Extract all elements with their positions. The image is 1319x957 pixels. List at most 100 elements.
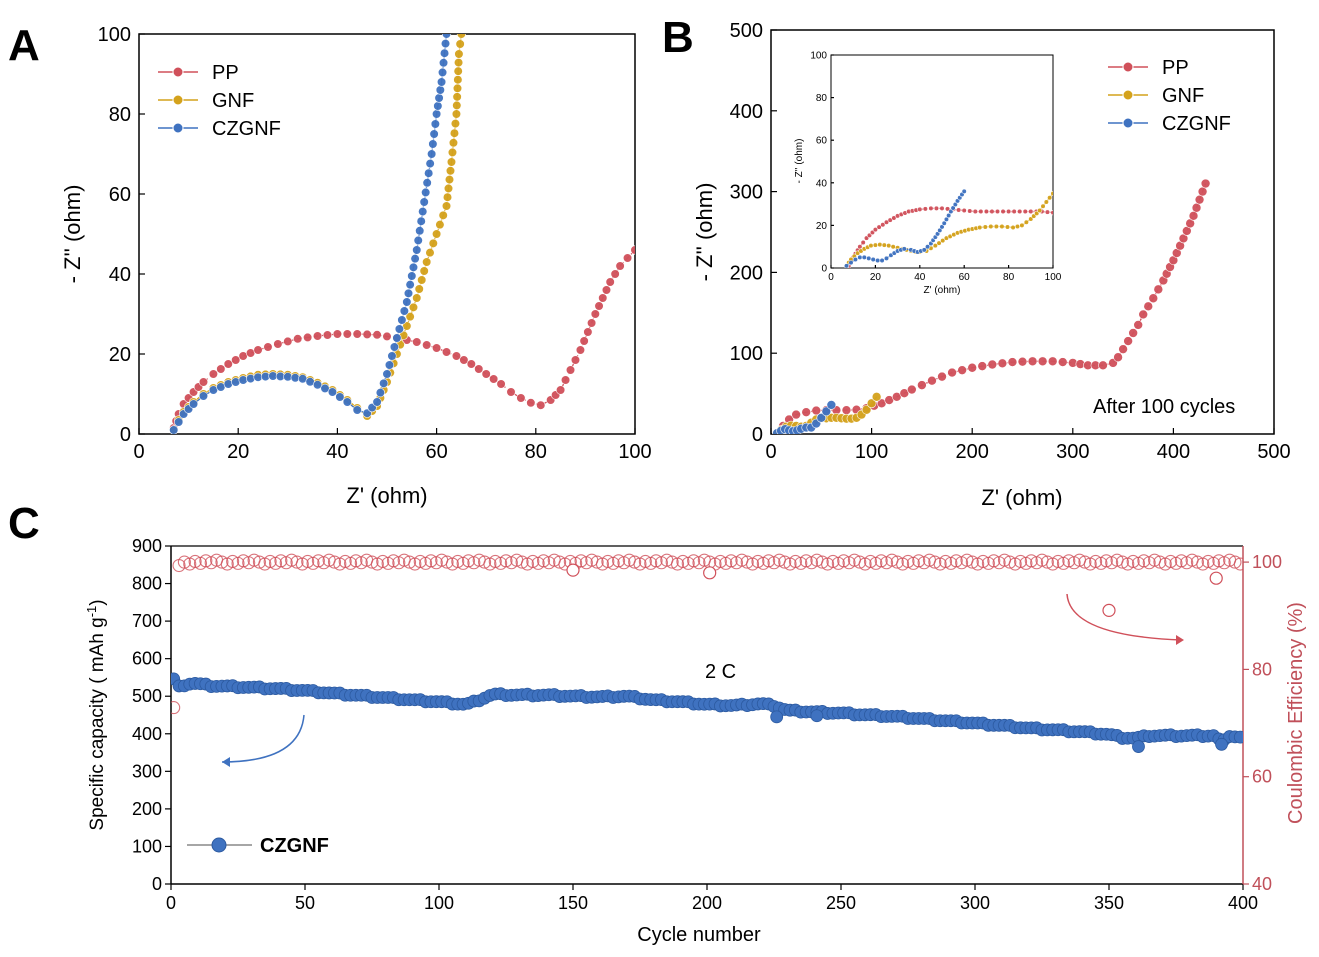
a-gnf-point bbox=[425, 248, 435, 258]
a-pp-point bbox=[283, 336, 293, 347]
inset-pp-point bbox=[1028, 208, 1034, 215]
a-czgnf-point bbox=[419, 197, 429, 207]
c-xtick-label-3: 150 bbox=[558, 893, 588, 913]
inset-pp-point bbox=[944, 206, 951, 212]
a-czgnf-point bbox=[418, 207, 428, 217]
a-gnf-point bbox=[453, 57, 464, 68]
inset-gnf-point bbox=[999, 223, 1005, 230]
b-pp-point bbox=[987, 359, 998, 370]
c-ce-point bbox=[837, 554, 851, 568]
a-czgnf-point bbox=[342, 397, 352, 407]
c-ce-point bbox=[740, 555, 754, 569]
inset-czgnf-point bbox=[946, 212, 952, 219]
c-xtick-label-0: 0 bbox=[166, 893, 176, 913]
inset-pp-point bbox=[961, 207, 967, 214]
a-czgnf-point bbox=[169, 425, 179, 434]
c-ytick-label-0: 0 bbox=[152, 874, 162, 894]
a-pp-point bbox=[362, 329, 372, 340]
c-ce-point bbox=[976, 554, 990, 569]
inset-pp-point bbox=[972, 208, 978, 215]
a-czgnf-point bbox=[238, 375, 248, 385]
inset-gnf-point bbox=[868, 243, 874, 249]
a-czgnf-point bbox=[375, 388, 385, 398]
a-czgnf-point bbox=[188, 399, 199, 409]
c-xtick-label-6: 300 bbox=[960, 893, 990, 913]
inset-pp-point bbox=[939, 205, 945, 211]
panel-b-series bbox=[772, 178, 1211, 434]
a-czgnf-point bbox=[394, 324, 405, 334]
b-pp-point bbox=[1027, 356, 1038, 367]
a-czgnf-point bbox=[415, 226, 425, 236]
panel-b-frame bbox=[770, 29, 1275, 435]
a-gnf-point bbox=[455, 39, 465, 49]
inset-gnf-point bbox=[1019, 222, 1025, 228]
c-ce-point bbox=[215, 555, 229, 569]
panel-b-xlabel: Z' (ohm) bbox=[981, 485, 1062, 510]
inset-czgnf-point bbox=[857, 254, 863, 260]
panel-letter-a: A bbox=[8, 21, 40, 70]
c-xtick-label-8: 400 bbox=[1228, 893, 1258, 913]
b-pp-point bbox=[907, 384, 917, 395]
inset-czgnf-point bbox=[901, 246, 907, 252]
c-ce-point bbox=[1126, 554, 1140, 569]
c-ce-point bbox=[311, 554, 325, 568]
a-ytick-label-2: 40 bbox=[109, 264, 131, 286]
c-ce-point bbox=[252, 555, 266, 569]
panel-a-axes: 0 20 40 60 80 100 0 20 40 60 80 100 bbox=[98, 24, 652, 463]
a-ytick-label-4: 80 bbox=[109, 104, 131, 126]
inset-gnf-point bbox=[881, 242, 887, 248]
c-xtick-label-1: 50 bbox=[295, 893, 315, 913]
b-pp-point bbox=[957, 365, 967, 375]
a-gnf-point bbox=[419, 266, 429, 276]
a-czgnf-point bbox=[246, 374, 256, 384]
c-ce-point bbox=[601, 554, 615, 569]
a-pp-point bbox=[223, 359, 233, 369]
c-ce-point bbox=[199, 554, 213, 568]
inset-czgnf-point bbox=[870, 256, 876, 263]
arrow-head-right bbox=[1176, 635, 1184, 645]
b-pp-point bbox=[947, 367, 957, 378]
c-ce-point bbox=[499, 554, 513, 568]
inset-gnf-point bbox=[1010, 224, 1016, 231]
a-pp-point bbox=[583, 327, 593, 337]
a-ytick-label-3: 60 bbox=[109, 184, 131, 206]
c-ce-point bbox=[901, 554, 915, 569]
a-pp-point bbox=[432, 343, 442, 353]
a-gnf-point bbox=[451, 109, 462, 119]
b-legend-marker-czgnf bbox=[1122, 117, 1134, 129]
panel-c-ylabel-right: Coulombic Efficiency (%) bbox=[1285, 602, 1307, 824]
c-ce-point bbox=[402, 555, 417, 569]
b-gnf-point bbox=[866, 398, 877, 409]
a-pp-point bbox=[560, 375, 571, 385]
c-ce-point bbox=[665, 555, 679, 569]
a-czgnf-point bbox=[437, 67, 448, 77]
inset-pp-point bbox=[956, 207, 962, 213]
inset-czgnf-point bbox=[866, 255, 872, 262]
a-pp-point bbox=[506, 387, 516, 397]
c-ce-point bbox=[574, 554, 588, 568]
a-gnf-point bbox=[432, 229, 442, 239]
a-ytick-label-0: 0 bbox=[120, 424, 131, 446]
a-pp-point bbox=[489, 374, 499, 384]
a-czgnf-point bbox=[399, 306, 409, 316]
arrow-head-left bbox=[222, 757, 230, 767]
c-capacity-outlier bbox=[1132, 740, 1145, 753]
a-pp-point bbox=[441, 347, 452, 357]
a-pp-point bbox=[466, 359, 476, 369]
a-pp-point bbox=[586, 318, 597, 328]
a-pp-point bbox=[303, 332, 313, 343]
inset-gnf-point bbox=[932, 243, 938, 249]
panel-b-inset: 0 20 40 60 80 100 0 20 40 60 80 100 Z' (ohm) - Z'' … bbox=[794, 51, 1062, 297]
a-pp-point bbox=[481, 369, 491, 379]
c-capacity-outlier bbox=[1215, 737, 1228, 751]
c-xtick-label-5: 250 bbox=[826, 893, 856, 913]
a-pp-point bbox=[293, 334, 303, 344]
a-gnf-point bbox=[452, 83, 463, 93]
c-ce-point bbox=[987, 554, 1001, 568]
c-ce-point bbox=[1078, 555, 1092, 569]
a-pp-point bbox=[565, 365, 576, 375]
panel-b-legend: PP GNF CZGNF bbox=[1108, 57, 1231, 135]
a-pp-point bbox=[496, 379, 506, 389]
a-czgnf-point bbox=[427, 149, 437, 159]
a-gnf-point bbox=[456, 34, 466, 39]
